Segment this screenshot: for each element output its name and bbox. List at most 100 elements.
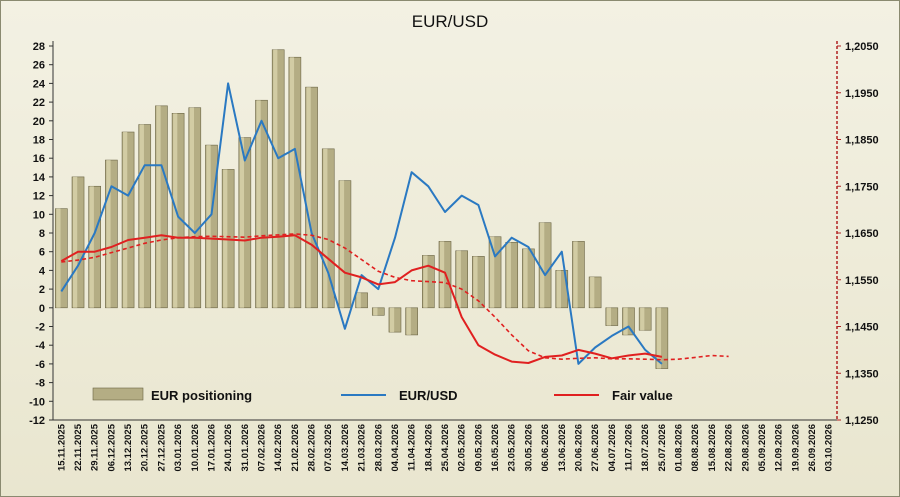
positioning-bar-highlight [456, 250, 461, 308]
x-tick-label: 02.05.2026 [457, 424, 468, 472]
positioning-bar-highlight [106, 160, 111, 308]
right-tick-label: 1,2050 [845, 41, 879, 53]
x-tick-label: 13.06.2026 [557, 424, 568, 472]
x-tick-label: 27.06.2026 [590, 424, 601, 472]
positioning-bar-highlight [473, 256, 478, 308]
right-tick-label: 1,1850 [845, 135, 879, 147]
positioning-bar-highlight [273, 49, 278, 308]
positioning-bar-highlight [623, 307, 628, 335]
positioning-bar-highlight [373, 307, 378, 316]
left-tick-label: 26 [33, 60, 45, 72]
left-tick-label: 8 [39, 228, 45, 240]
x-tick-label: 05.09.2026 [757, 424, 768, 472]
right-tick-label: 1,1450 [845, 322, 879, 334]
positioning-bar-highlight [73, 176, 78, 308]
positioning-bar-highlight [239, 137, 245, 308]
positioning-bar-highlight [156, 105, 161, 308]
positioning-bar-highlight [590, 276, 595, 308]
x-tick-label: 22.11.2025 [73, 423, 84, 471]
eurusd-line [60, 82, 663, 365]
x-tick-label: 26.09.2026 [807, 424, 818, 472]
x-tick-label: 10.01.2026 [190, 424, 201, 472]
x-tick-label: 17.01.2026 [206, 424, 217, 472]
x-tick-label: 20.06.2026 [573, 424, 584, 472]
x-tick-label: 14.03.2026 [340, 424, 351, 472]
left-tick-label: -10 [29, 396, 45, 408]
x-tick-label: 27.12.2025 [156, 423, 167, 471]
positioning-bar-highlight [189, 107, 194, 308]
x-tick-label: 28.02.2026 [307, 424, 318, 472]
x-tick-label: 21.03.2026 [357, 424, 368, 472]
positioning-bar-highlight [139, 124, 144, 308]
x-tick-label: 28.03.2026 [373, 424, 384, 472]
x-tick-label: 07.02.2026 [257, 424, 268, 472]
fair-value-line [60, 234, 663, 364]
positioning-bar-highlight [339, 180, 345, 308]
right-tick-label: 1,1550 [845, 275, 879, 287]
positioning-bar-highlight [540, 222, 545, 308]
left-tick-label: 4 [39, 265, 46, 277]
left-tick-label: 28 [33, 41, 45, 53]
x-tick-label: 30.05.2026 [523, 424, 534, 472]
chart-title: EUR/USD [412, 12, 489, 31]
legend-eur-positioning-label: EUR positioning [151, 388, 252, 403]
legend-eurusd-label: EUR/USD [399, 388, 458, 403]
x-tick-label: 12.09.2026 [774, 424, 785, 472]
positioning-bar-highlight [323, 148, 328, 308]
left-tick-label: -2 [35, 322, 45, 334]
positioning-bar-highlight [523, 248, 528, 308]
x-tick-label: 03.10.2026 [824, 424, 835, 472]
positioning-bar-highlight [206, 145, 211, 308]
x-tick-label: 15.08.2026 [707, 424, 718, 472]
x-tick-label: 09.05.2026 [473, 424, 484, 472]
x-tick-label: 24.01.2026 [223, 424, 234, 472]
x-tick-label: 11.04.2026 [407, 424, 418, 471]
left-tick-label: -4 [35, 340, 46, 352]
x-tick-label: 25.04.2026 [440, 424, 451, 472]
left-tick-label: 12 [33, 191, 45, 203]
x-tick-label: 31.01.2026 [240, 424, 251, 472]
left-tick-label: 20 [33, 116, 45, 128]
positioning-bar-highlight [406, 307, 411, 335]
positioning-bar-highlight [389, 307, 395, 333]
left-tick-label: 18 [33, 135, 45, 147]
positioning-bar-highlight [573, 241, 578, 308]
positioning-bar-highlight [439, 241, 445, 308]
x-tick-label: 18.04.2026 [423, 424, 434, 472]
positioning-bar-highlight [640, 307, 645, 331]
left-tick-label: -12 [29, 415, 45, 427]
x-tick-label: 06.12.2025 [106, 423, 117, 471]
positioning-bar-highlight [289, 57, 295, 308]
legend-fair-value-label: Fair value [612, 388, 673, 403]
x-tick-label: 03.01.2026 [173, 424, 184, 472]
positioning-bar-highlight [606, 307, 612, 326]
positioning-bar-highlight [656, 307, 662, 369]
positioning-bar-highlight [556, 270, 561, 308]
left-tick-label: 14 [33, 172, 46, 184]
x-tick-label: 11.07.2026 [623, 424, 634, 471]
left-tick-label: 2 [39, 284, 45, 296]
positioning-bar-highlight [306, 87, 311, 308]
x-tick-label: 22.08.2026 [724, 424, 735, 472]
x-tick-label: 18.07.2026 [640, 424, 651, 472]
x-tick-label: 07.03.2026 [323, 424, 334, 472]
right-tick-label: 1,1250 [845, 415, 879, 427]
positioning-bar [371, 307, 385, 316]
x-tick-label: 14.02.2026 [273, 424, 284, 472]
right-tick-label: 1,1350 [845, 368, 879, 380]
x-tick-label: 04.04.2026 [390, 424, 401, 472]
x-tick-label: 25.07.2026 [657, 424, 668, 472]
x-tick-label: 08.08.2026 [690, 424, 701, 472]
positioning-bar-highlight [506, 242, 511, 308]
legend-eur-positioning-swatch [92, 387, 144, 401]
x-tick-label: 19.09.2026 [790, 424, 801, 472]
left-tick-label: -6 [35, 359, 45, 371]
x-tick-label: 21.02.2026 [290, 424, 301, 472]
right-tick-label: 1,1750 [845, 181, 879, 193]
x-tick-label: 13.12.2025 [123, 423, 134, 471]
x-tick-label: 15.11.2025 [56, 423, 67, 471]
right-tick-label: 1,1950 [845, 88, 879, 100]
positioning-bar-highlight [56, 208, 61, 308]
